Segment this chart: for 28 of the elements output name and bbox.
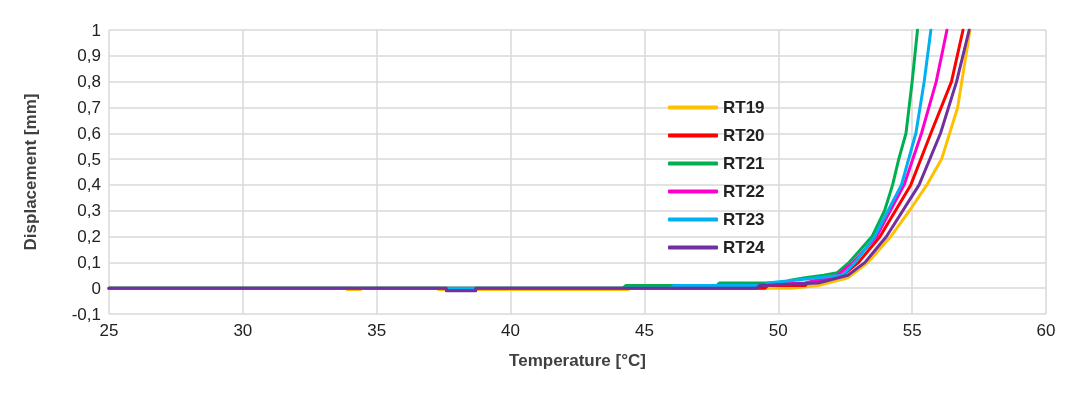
y-tick-label: 0,7 — [77, 97, 101, 117]
y-tick-label: 1 — [91, 20, 101, 40]
legend-label: RT21 — [723, 154, 765, 173]
y-axis-title: Displacement [mm] — [21, 93, 40, 251]
legend-label: RT22 — [723, 182, 765, 201]
x-tick-label: 60 — [1036, 321, 1056, 340]
y-tick-label: 0,8 — [77, 72, 101, 92]
legend-label: RT23 — [723, 210, 765, 229]
legend-label: RT20 — [723, 126, 765, 145]
y-tick-label: 0,9 — [77, 46, 101, 66]
y-tick-label: 0,6 — [77, 123, 101, 143]
y-tick-label: 0,4 — [77, 175, 101, 195]
y-tick-label: 0,5 — [77, 149, 101, 169]
x-tick-label: 50 — [768, 321, 788, 340]
x-axis-title: Temperature [°C] — [509, 351, 646, 370]
legend-label: RT19 — [723, 98, 765, 117]
x-tick-label: 30 — [233, 321, 253, 340]
y-tick-label: 0,3 — [77, 201, 101, 221]
y-tick-label: -0,1 — [71, 304, 101, 324]
y-tick-label: 0 — [91, 278, 101, 298]
legend-label: RT24 — [723, 238, 766, 257]
x-tick-label: 40 — [501, 321, 521, 340]
x-tick-label: 55 — [902, 321, 922, 340]
x-tick-label: 35 — [367, 321, 387, 340]
x-tick-label: 25 — [99, 321, 119, 340]
y-tick-label: 0,1 — [77, 252, 101, 272]
y-tick-label: 0,2 — [77, 227, 101, 247]
x-tick-label: 45 — [634, 321, 654, 340]
